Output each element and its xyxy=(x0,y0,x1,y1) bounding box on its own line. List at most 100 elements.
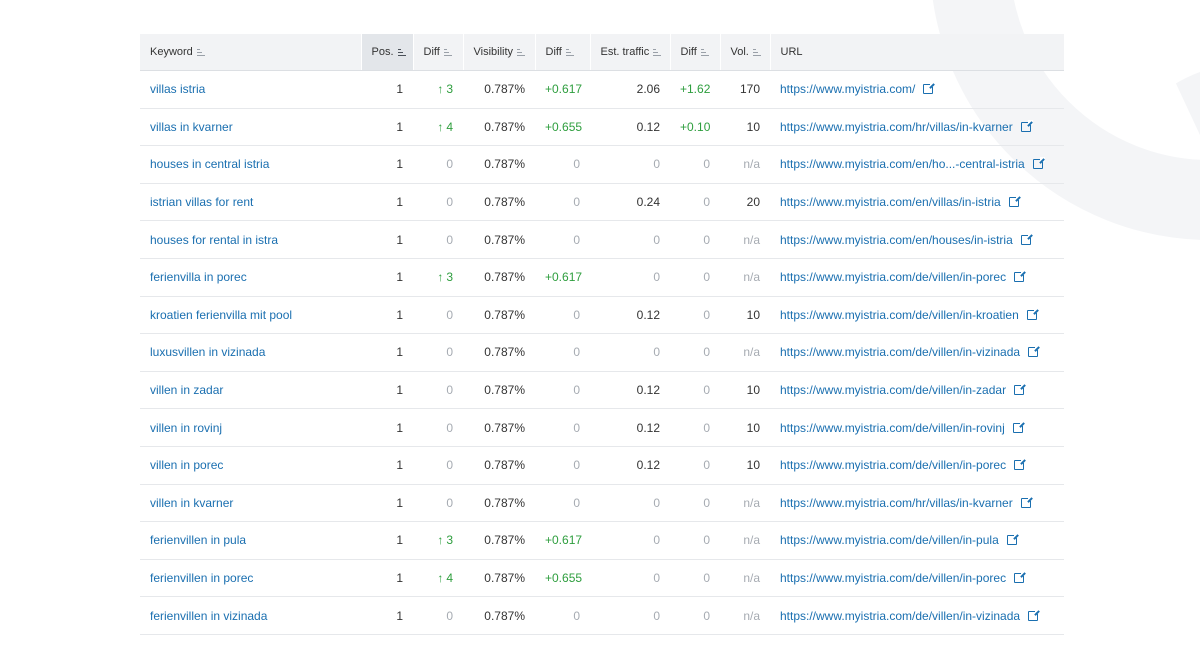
url-link[interactable]: https://www.myistria.com/de/villen/in-pu… xyxy=(780,533,999,548)
column-header-traffic-diff[interactable]: Diff xyxy=(669,34,720,71)
visibility-cell: 0.787% xyxy=(463,484,535,523)
column-header-volume[interactable]: Vol. xyxy=(719,34,770,71)
sort-icon[interactable] xyxy=(653,48,662,56)
keyword-link[interactable]: houses in central istria xyxy=(150,157,270,172)
keyword-link[interactable]: luxusvillen in vizinada xyxy=(150,345,266,360)
url-link[interactable]: https://www.myistria.com/hr/villas/in-kv… xyxy=(780,119,1013,134)
position-cell: 1 xyxy=(361,220,413,259)
external-link-icon[interactable] xyxy=(1026,307,1039,320)
external-link-icon[interactable] xyxy=(1032,157,1045,170)
keyword-link[interactable]: villen in rovinj xyxy=(150,420,223,435)
keyword-link[interactable]: houses for rental in istra xyxy=(150,232,279,247)
traffic-diff-cell: 0 xyxy=(670,371,720,410)
position-diff-value: 0 xyxy=(446,495,453,510)
visibility-diff-cell: 0 xyxy=(535,446,590,485)
position-cell: 1 xyxy=(361,596,413,635)
external-link-icon[interactable] xyxy=(1020,232,1033,245)
sort-icon[interactable] xyxy=(565,48,574,56)
column-header-keyword[interactable]: Keyword xyxy=(140,34,361,71)
url-link[interactable]: https://www.myistria.com/ xyxy=(780,82,916,97)
external-link-icon[interactable] xyxy=(1020,119,1033,132)
position-diff-cell: 0 xyxy=(413,408,463,447)
sort-icon[interactable] xyxy=(517,48,526,56)
url-link[interactable]: https://www.myistria.com/en/villas/in-is… xyxy=(780,195,1001,210)
visibility-cell: 0.787% xyxy=(463,145,535,184)
visibility-cell: 0.787% xyxy=(463,296,535,335)
keyword-link[interactable]: villas in kvarner xyxy=(150,119,233,134)
external-link-icon[interactable] xyxy=(1014,571,1027,584)
est-traffic-cell: 0.12 xyxy=(590,296,670,335)
url-link[interactable]: https://www.myistria.com/de/villen/in-po… xyxy=(780,270,1007,285)
est-traffic-cell: 0 xyxy=(590,220,670,259)
table-row: istrian villas for rent 1 0 0.787% 0 0.24 0 20 h… xyxy=(140,183,1064,222)
sort-icon[interactable] xyxy=(752,48,761,56)
external-link-icon[interactable] xyxy=(1008,195,1021,208)
column-header-position[interactable]: Pos. xyxy=(360,34,413,71)
position-diff-cell: ↑ 4 xyxy=(413,108,463,147)
url-cell: https://www.myistria.com/de/villen/in-vi… xyxy=(770,596,1064,635)
position-cell: 1 xyxy=(361,408,413,447)
column-header-label: Est. traffic xyxy=(600,46,650,58)
keyword-link[interactable]: kroatien ferienvilla mit pool xyxy=(150,307,293,322)
sort-icon[interactable] xyxy=(700,48,709,56)
position-diff-cell: ↑ 3 xyxy=(413,521,463,560)
external-link-icon[interactable] xyxy=(1014,458,1027,471)
position-diff-value: 0 xyxy=(446,157,453,172)
visibility-cell: 0.787% xyxy=(463,446,535,485)
est-traffic-cell: 0 xyxy=(590,559,670,598)
url-link[interactable]: https://www.myistria.com/de/villen/in-ro… xyxy=(780,420,1005,435)
url-link[interactable]: https://www.myistria.com/de/villen/in-kr… xyxy=(780,307,1019,322)
traffic-diff-cell: 0 xyxy=(670,484,720,523)
external-link-icon[interactable] xyxy=(1012,420,1025,433)
traffic-diff-cell: 0 xyxy=(670,446,720,485)
url-link[interactable]: https://www.myistria.com/de/villen/in-vi… xyxy=(780,608,1021,623)
position-diff-cell: 0 xyxy=(413,220,463,259)
external-link-icon[interactable] xyxy=(1014,270,1027,283)
position-diff-cell: 0 xyxy=(413,296,463,335)
keyword-link[interactable]: ferienvillen in vizinada xyxy=(150,608,268,623)
visibility-cell: 0.787% xyxy=(463,258,535,297)
sort-icon[interactable] xyxy=(196,48,205,56)
arrow-up-icon: ↑ xyxy=(437,270,444,285)
keyword-link[interactable]: ferienvillen in porec xyxy=(150,571,254,586)
keyword-link[interactable]: ferienvilla in porec xyxy=(150,270,247,285)
external-link-icon[interactable] xyxy=(1020,495,1033,508)
position-cell: 1 xyxy=(361,258,413,297)
keyword-link[interactable]: istrian villas for rent xyxy=(150,195,254,210)
external-link-icon[interactable] xyxy=(1006,533,1019,546)
keyword-link[interactable]: villen in kvarner xyxy=(150,495,234,510)
keyword-link[interactable]: villen in zadar xyxy=(150,383,224,398)
keyword-link[interactable]: villas istria xyxy=(150,82,206,97)
visibility-cell: 0.787% xyxy=(463,521,535,560)
column-header-est-traffic[interactable]: Est. traffic xyxy=(589,34,670,71)
column-header-visibility-diff[interactable]: Diff xyxy=(534,34,590,71)
position-cell: 1 xyxy=(361,296,413,335)
keyword-cell: villen in kvarner xyxy=(140,484,361,523)
table-body: villas istria 1 ↑ 3 0.787% +0.617 2.06 +1.62 170… xyxy=(140,70,1064,635)
column-header-position-diff[interactable]: Diff xyxy=(412,34,463,71)
external-link-icon[interactable] xyxy=(1014,383,1027,396)
position-cell: 1 xyxy=(361,183,413,222)
url-link[interactable]: https://www.myistria.com/de/villen/in-po… xyxy=(780,458,1007,473)
sort-icon[interactable] xyxy=(443,48,452,56)
url-link[interactable]: https://www.myistria.com/de/villen/in-po… xyxy=(780,571,1007,586)
keyword-link[interactable]: ferienvillen in pula xyxy=(150,533,247,548)
external-link-icon[interactable] xyxy=(1028,345,1041,358)
url-cell: https://www.myistria.com/en/houses/in-is… xyxy=(770,220,1064,259)
external-link-icon[interactable] xyxy=(1028,608,1041,621)
sort-icon[interactable] xyxy=(397,48,406,56)
position-diff-value: 3 xyxy=(446,82,453,97)
keyword-link[interactable]: villen in porec xyxy=(150,458,224,473)
url-link[interactable]: https://www.myistria.com/de/villen/in-za… xyxy=(780,383,1007,398)
url-link[interactable]: https://www.myistria.com/en/ho...-centra… xyxy=(780,157,1025,172)
table-row: villen in porec 1 0 0.787% 0 0.12 0 10 https://w… xyxy=(140,446,1064,485)
volume-cell: n/a xyxy=(720,220,770,259)
external-link-icon[interactable] xyxy=(923,82,936,95)
url-link[interactable]: https://www.myistria.com/hr/villas/in-kv… xyxy=(780,495,1013,510)
url-link[interactable]: https://www.myistria.com/en/houses/in-is… xyxy=(780,232,1013,247)
url-link[interactable]: https://www.myistria.com/de/villen/in-vi… xyxy=(780,345,1021,360)
est-traffic-cell: 0.12 xyxy=(590,446,670,485)
column-header-visibility[interactable]: Visibility xyxy=(462,34,535,71)
visibility-cell: 0.787% xyxy=(463,559,535,598)
keyword-cell: houses in central istria xyxy=(140,145,361,184)
